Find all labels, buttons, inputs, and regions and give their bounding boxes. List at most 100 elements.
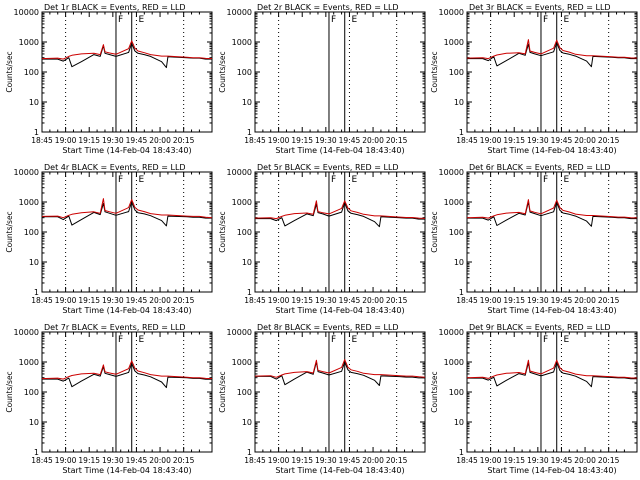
y-tick-label: 100 xyxy=(24,68,39,77)
panel-title: Det 5r BLACK = Events, RED = LLD xyxy=(257,163,399,172)
y-tick-label: 10 xyxy=(29,418,39,427)
flag-e-label: E xyxy=(351,175,357,185)
panel-title: Det 1r BLACK = Events, RED = LLD xyxy=(44,3,186,12)
lld-series-line xyxy=(41,360,213,380)
detector-panel: Det 7r BLACK = Events, RED = LLD F E 1 10 100… xyxy=(5,323,213,475)
panel-title: Det 8r BLACK = Events, RED = LLD xyxy=(257,323,399,332)
events-series-line xyxy=(42,42,212,69)
x-tick-label: 19:00 xyxy=(55,456,77,465)
x-tick-label: 20:15 xyxy=(173,136,195,145)
flag-e-label: E xyxy=(563,335,569,345)
x-tick-label: 18:45 xyxy=(456,136,478,145)
y-tick-label: 1000 xyxy=(232,358,252,367)
x-tick-label: 18:45 xyxy=(456,456,478,465)
y-tick-label: 1 xyxy=(247,128,252,137)
flag-f-label: F xyxy=(118,175,123,185)
lld-series-line xyxy=(466,199,638,219)
y-axis-label: Counts/sec xyxy=(218,51,227,92)
plot-frame xyxy=(254,11,426,133)
x-axis-label: Start Time (14-Feb-04 18:43:40) xyxy=(275,306,404,315)
x-tick-label: 19:00 xyxy=(268,296,290,305)
y-tick-label: 1000 xyxy=(232,38,252,47)
x-tick-label: 19:30 xyxy=(102,296,124,305)
x-tick-label: 19:45 xyxy=(339,136,361,145)
y-tick-label: 1000 xyxy=(444,38,464,47)
y-tick-label: 100 xyxy=(449,388,464,397)
flag-f-label: F xyxy=(331,175,336,185)
y-axis-label: Counts/sec xyxy=(430,371,439,412)
x-tick-label: 20:00 xyxy=(362,136,384,145)
y-tick-label: 10000 xyxy=(14,8,39,17)
flag-f-label: F xyxy=(331,15,336,25)
x-tick-label: 20:15 xyxy=(598,296,620,305)
x-tick-label: 19:45 xyxy=(551,136,573,145)
x-tick-label: 19:30 xyxy=(102,456,124,465)
y-tick-label: 1000 xyxy=(444,358,464,367)
events-series-line xyxy=(42,201,212,227)
events-series-line xyxy=(467,362,637,388)
flag-e-label: E xyxy=(138,175,144,185)
flag-e-label: E xyxy=(351,335,357,345)
x-tick-label: 19:45 xyxy=(339,296,361,305)
detector-panel: Det 6r BLACK = Events, RED = LLD F E 1 10 100… xyxy=(430,163,638,315)
flag-e-label: E xyxy=(138,335,144,345)
y-tick-label: 100 xyxy=(24,388,39,397)
x-axis-label: Start Time (14-Feb-04 18:43:40) xyxy=(275,466,404,475)
x-tick-label: 19:15 xyxy=(78,296,100,305)
x-tick-label: 19:00 xyxy=(268,136,290,145)
x-tick-label: 20:00 xyxy=(362,456,384,465)
x-tick-label: 18:45 xyxy=(244,456,266,465)
plot-frame xyxy=(466,171,638,293)
y-tick-label: 10 xyxy=(242,258,252,267)
x-tick-label: 19:00 xyxy=(480,136,502,145)
y-tick-label: 1 xyxy=(459,288,464,297)
detector-panel: Det 8r BLACK = Events, RED = LLD F E 1 10 100… xyxy=(218,323,426,475)
events-series-line xyxy=(255,202,425,228)
x-tick-label: 19:00 xyxy=(480,456,502,465)
x-axis-label: Start Time (14-Feb-04 18:43:40) xyxy=(275,146,404,155)
x-tick-label: 19:45 xyxy=(339,456,361,465)
y-tick-label: 10 xyxy=(29,258,39,267)
flag-f-label: F xyxy=(543,175,548,185)
events-series-line xyxy=(467,42,637,68)
panel-title: Det 2r BLACK = Events, RED = LLD xyxy=(257,3,399,12)
x-tick-label: 19:00 xyxy=(55,296,77,305)
panel-title: Det 3r BLACK = Events, RED = LLD xyxy=(469,3,611,12)
flag-f-label: F xyxy=(331,335,336,345)
y-tick-label: 1000 xyxy=(444,198,464,207)
y-tick-label: 1 xyxy=(34,128,39,137)
x-tick-label: 19:30 xyxy=(102,136,124,145)
y-tick-label: 10 xyxy=(242,98,252,107)
y-axis-label: Counts/sec xyxy=(430,211,439,252)
y-axis-label: Counts/sec xyxy=(5,371,14,412)
flag-e-label: E xyxy=(563,15,569,25)
x-tick-label: 19:15 xyxy=(503,136,525,145)
x-tick-label: 20:00 xyxy=(149,136,171,145)
x-tick-label: 19:15 xyxy=(291,456,313,465)
events-series-line xyxy=(467,201,637,227)
y-tick-label: 100 xyxy=(449,228,464,237)
y-tick-label: 1000 xyxy=(19,358,39,367)
x-tick-label: 18:45 xyxy=(31,136,53,145)
plot-frame xyxy=(41,331,213,453)
flag-f-label: F xyxy=(543,15,548,25)
x-tick-label: 19:00 xyxy=(480,296,502,305)
lld-series-line xyxy=(466,359,638,379)
y-tick-label: 10000 xyxy=(439,168,464,177)
x-tick-label: 19:00 xyxy=(55,136,77,145)
panel-title: Det 9r BLACK = Events, RED = LLD xyxy=(469,323,611,332)
x-tick-label: 20:00 xyxy=(149,296,171,305)
x-tick-label: 18:45 xyxy=(456,296,478,305)
flag-f-label: F xyxy=(118,335,123,345)
y-tick-label: 1 xyxy=(459,128,464,137)
x-tick-label: 19:15 xyxy=(78,136,100,145)
lld-series-line xyxy=(466,39,638,60)
x-tick-label: 19:45 xyxy=(126,456,148,465)
y-tick-label: 1 xyxy=(247,288,252,297)
flag-f-label: F xyxy=(118,15,123,25)
plot-frame xyxy=(254,331,426,453)
x-tick-label: 19:15 xyxy=(503,456,525,465)
y-tick-label: 10 xyxy=(454,98,464,107)
x-tick-label: 19:30 xyxy=(527,136,549,145)
x-axis-label: Start Time (14-Feb-04 18:43:40) xyxy=(487,146,616,155)
